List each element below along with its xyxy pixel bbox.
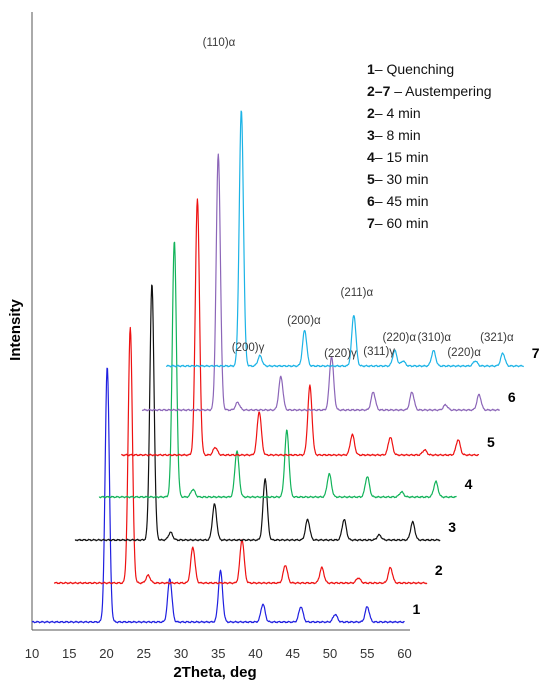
peak-annotation: (321)α: [480, 332, 514, 344]
peak-annotation: (211)α: [340, 287, 373, 299]
legend-number: 6: [367, 193, 375, 209]
x-tick-label: 45: [286, 646, 300, 661]
legend-number: 2–7: [367, 83, 391, 99]
legend-entry: 1– Quenching: [367, 61, 454, 77]
peak-annotation: (110)α: [203, 37, 236, 49]
series-label: 3: [448, 519, 456, 535]
series-label: 4: [465, 476, 473, 492]
peak-annotation: (220)α: [383, 332, 417, 344]
series-line: [165, 110, 525, 368]
series-layer: [31, 110, 525, 624]
series-label: 1: [413, 601, 421, 617]
legend-entry: 5– 30 min: [367, 171, 429, 187]
series-line: [141, 153, 500, 412]
x-tick-label: 15: [62, 646, 76, 661]
x-tick-label: 25: [137, 646, 151, 661]
x-tick-label: 10: [25, 646, 39, 661]
legend-text: – 45 min: [375, 193, 429, 209]
legend-text: – 30 min: [375, 171, 429, 187]
x-tick-labels: 10 15 20 25 30 35 40 45 50 55 60: [25, 646, 412, 661]
series-line: [74, 284, 441, 542]
legend-number: 4: [367, 149, 375, 165]
legend-entry: 2– 4 min: [367, 105, 421, 121]
legend-text: – 60 min: [375, 215, 429, 231]
series-label: 5: [487, 434, 495, 450]
legend-entry: 3– 8 min: [367, 127, 421, 143]
legend-number: 7: [367, 215, 375, 231]
x-tick-label: 40: [248, 646, 262, 661]
x-axis-title: 2Theta, deg: [173, 664, 256, 681]
peak-annotation: (200)γ: [232, 342, 265, 354]
series-line: [120, 198, 480, 457]
peak-annotation: (200)α: [287, 315, 321, 327]
peak-annotation: (220)γ: [324, 348, 357, 360]
series-line: [98, 241, 457, 499]
legend-text: – 15 min: [375, 149, 429, 165]
legend-number: 5: [367, 171, 375, 187]
legend-text: – 8 min: [375, 127, 421, 143]
series-label: 6: [508, 389, 516, 405]
x-tick-label: 35: [211, 646, 225, 661]
legend-number: 3: [367, 127, 375, 143]
x-tick-label: 30: [174, 646, 188, 661]
series-line: [31, 367, 405, 624]
legend-number: 1: [367, 61, 375, 77]
series-number-labels: 1 2 3 4 5 6 7: [413, 345, 540, 617]
legend-entry: 4– 15 min: [367, 149, 429, 165]
peak-annotation: (220)α: [447, 347, 481, 359]
legend-text: – Quenching: [375, 61, 454, 77]
series-line: [53, 326, 428, 585]
peak-annotation: (310)α: [418, 332, 452, 344]
legend-text: – 4 min: [375, 105, 421, 121]
legend-text: – Austempering: [390, 83, 491, 99]
series-label: 2: [435, 562, 443, 578]
legend-entry: 7– 60 min: [367, 215, 429, 231]
series-label: 7: [532, 345, 540, 361]
legend-number: 2: [367, 105, 375, 121]
x-tick-label: 20: [99, 646, 113, 661]
legend-entry: 6– 45 min: [367, 193, 429, 209]
legend-entry: 2–7 – Austempering: [367, 83, 492, 99]
y-axis-title: Intensity: [7, 299, 24, 361]
peak-labels: (110)α (200)γ (200)α (220)γ (211)α (311)γ (220…: [203, 37, 514, 360]
x-tick-label: 50: [323, 646, 337, 661]
peak-annotation: (311)γ: [363, 346, 395, 358]
x-tick-label: 60: [397, 646, 411, 661]
x-tick-label: 55: [360, 646, 374, 661]
